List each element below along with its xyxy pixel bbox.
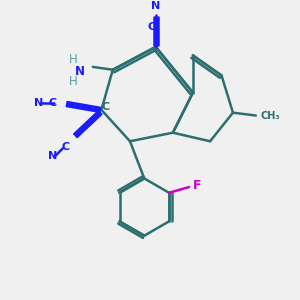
Text: H: H <box>68 53 77 66</box>
Text: N: N <box>34 98 43 108</box>
Text: N: N <box>151 1 160 11</box>
Text: C: C <box>49 98 57 108</box>
Text: C: C <box>61 142 70 152</box>
Text: F: F <box>194 179 202 192</box>
Text: C: C <box>102 102 110 112</box>
Text: N: N <box>48 151 57 160</box>
Text: C: C <box>147 22 155 32</box>
Text: H: H <box>68 75 77 88</box>
Text: N: N <box>75 65 85 78</box>
Text: CH₃: CH₃ <box>260 110 280 121</box>
